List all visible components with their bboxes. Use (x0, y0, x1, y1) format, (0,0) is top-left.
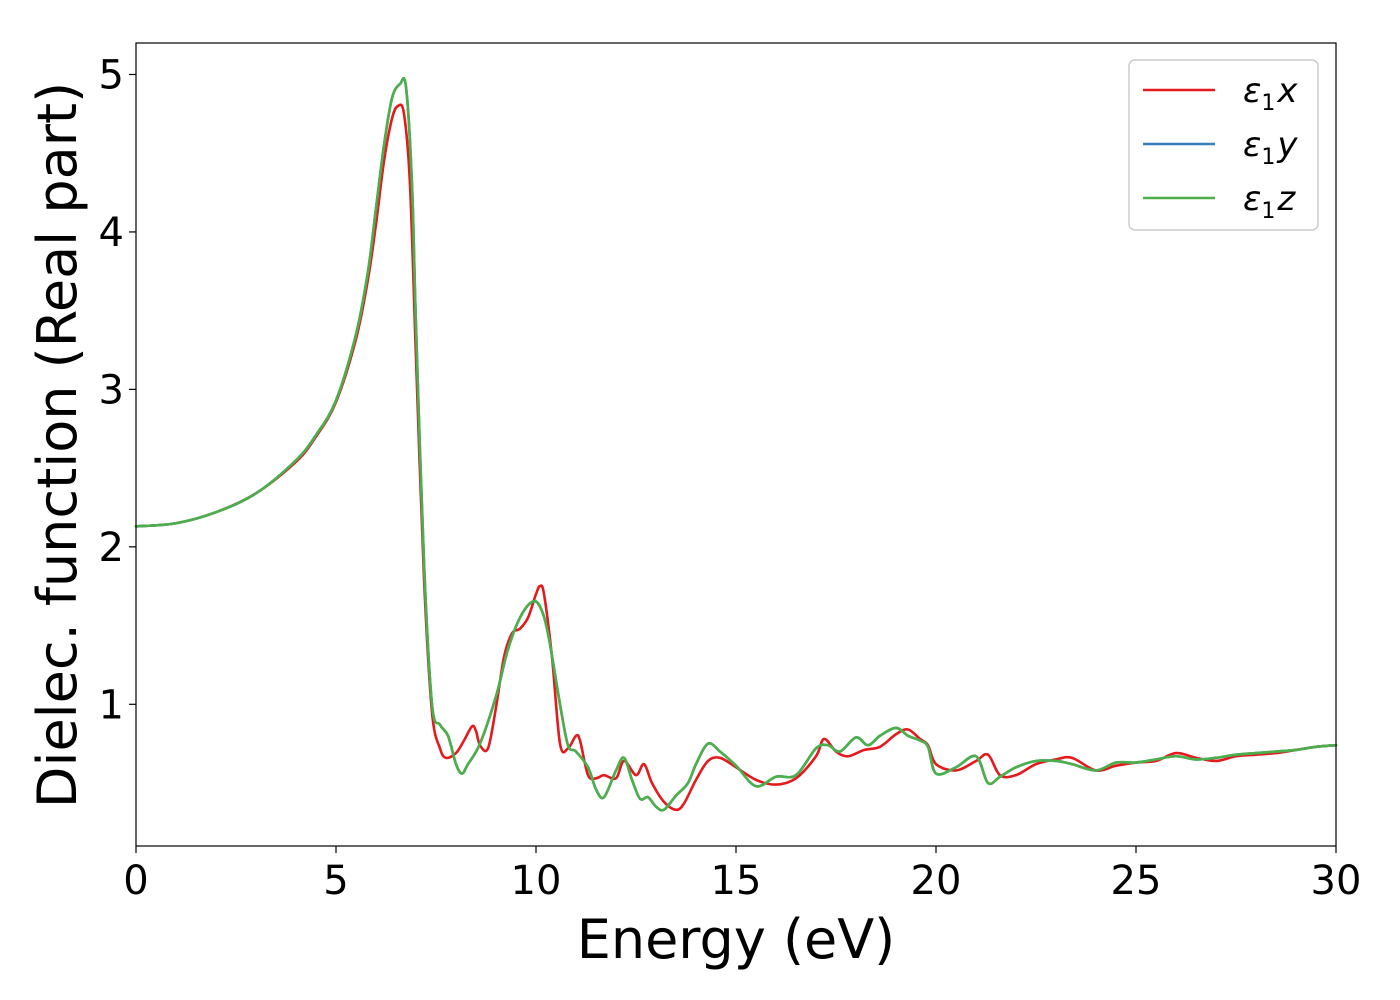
y-tick-label: 2 (99, 525, 124, 571)
legend-subscript: 1 (1261, 199, 1275, 224)
plot-lines (134, 76, 1338, 812)
y-tick-label: 4 (99, 210, 124, 256)
legend-variable: z (1276, 179, 1296, 219)
y-axis: 1 2 3 4 5 (99, 52, 136, 728)
y-tick-label: 3 (99, 367, 124, 413)
series-line-z (134, 76, 1338, 812)
x-axis: 0 5 10 15 20 25 30 (123, 846, 1361, 904)
legend-variable: x (1276, 71, 1298, 111)
legend-variable: y (1276, 125, 1298, 165)
x-axis-label: Energy (eV) (577, 908, 896, 971)
x-tick-label: 20 (911, 858, 962, 904)
x-tick-label: 30 (1311, 858, 1362, 904)
legend-subscript: 1 (1261, 91, 1275, 116)
x-tick-label: 5 (323, 858, 348, 904)
legend-box (1128, 59, 1319, 231)
y-axis-label: Dielec. function (Real part) (26, 82, 89, 808)
legend-symbol: ε (1243, 71, 1261, 111)
x-tick-label: 10 (511, 858, 562, 904)
legend-label-x: ε1x (1243, 71, 1298, 116)
legend-subscript: 1 (1261, 145, 1275, 170)
x-tick-label: 15 (711, 858, 762, 904)
legend-symbol: ε (1243, 125, 1261, 165)
legend-label-z: ε1z (1243, 179, 1296, 224)
series-line-x (134, 103, 1338, 812)
x-tick-label: 25 (1111, 858, 1162, 904)
x-tick-label: 0 (123, 858, 148, 904)
y-tick-label: 5 (99, 52, 124, 98)
y-tick-label: 1 (99, 682, 124, 728)
legend-label-y: ε1y (1243, 125, 1298, 170)
legend-symbol: ε (1243, 179, 1261, 219)
